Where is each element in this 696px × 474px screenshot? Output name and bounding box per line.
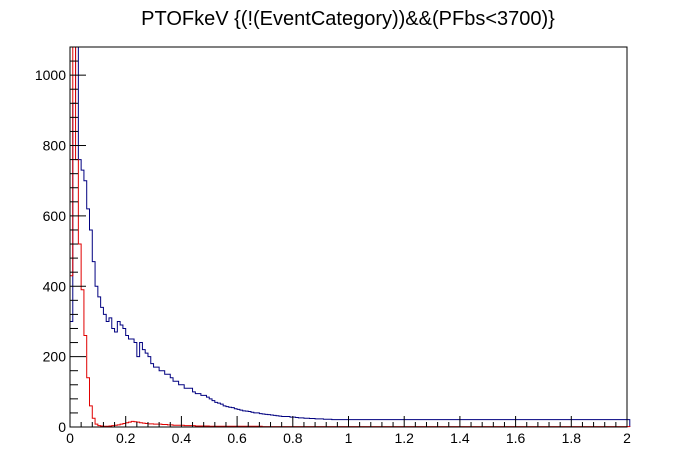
y-tick-label: 1000 (35, 67, 66, 83)
x-tick-label: 1.4 (450, 430, 470, 446)
x-tick-label: 0 (66, 430, 74, 446)
x-tick-label: 1.2 (394, 430, 414, 446)
x-tick-label: 1.6 (506, 430, 526, 446)
chart-title: PTOFkeV {(!(EventCategory))&&(PFbs<3700)… (141, 8, 555, 30)
x-tick-label: 2 (623, 430, 631, 446)
y-tick-label: 400 (43, 278, 67, 294)
y-tick-label: 800 (43, 138, 67, 154)
x-tick-label: 0.8 (283, 430, 303, 446)
histogram-series-2 (69, 46, 631, 428)
histogram-series-1 (69, 46, 631, 427)
x-tick-label: 1.8 (562, 430, 582, 446)
plot-frame (69, 46, 628, 428)
x-tick-label: 0.2 (116, 430, 136, 446)
y-tick-label: 200 (43, 349, 67, 365)
series-layer (69, 46, 631, 428)
axis-layer: 0 0.2 0.4 0.6 0.8 1 1.2 1.4 1.6 1.8 2 0 200 400 600 800… (35, 46, 631, 446)
x-tick-label: 1 (345, 430, 353, 446)
y-tick-label: 0 (58, 419, 66, 435)
y-tick-label: 600 (43, 208, 67, 224)
x-tick-label: 0.4 (172, 430, 192, 446)
x-tick-label: 0.6 (227, 430, 247, 446)
